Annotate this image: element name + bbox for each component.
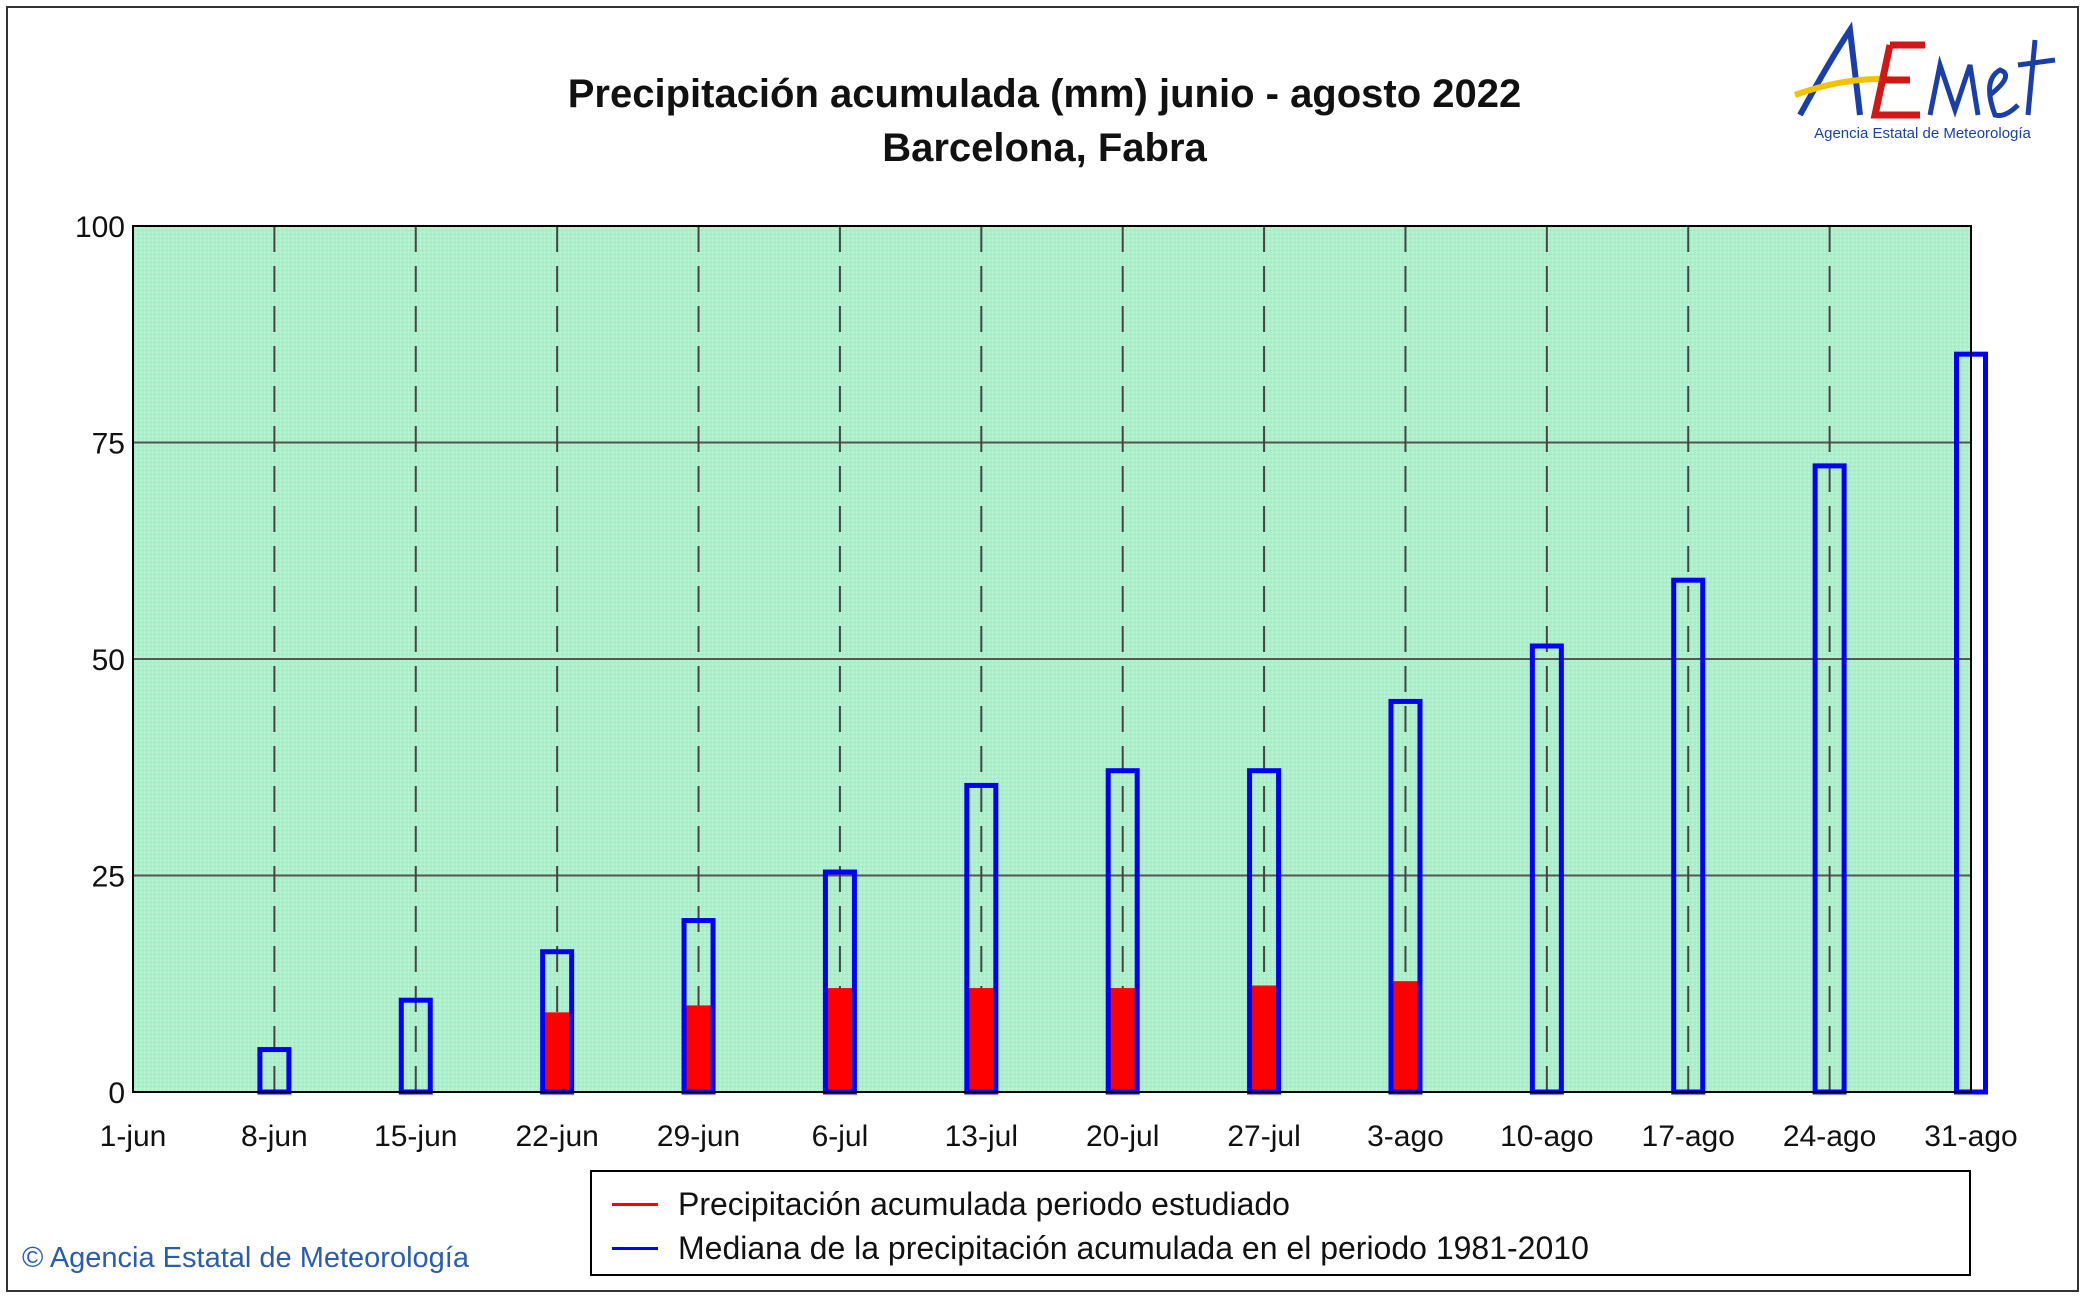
observed-bar <box>1390 981 1420 1092</box>
x-tick-label: 8-jun <box>241 1120 308 1153</box>
x-tick-label: 6-jul <box>812 1120 869 1153</box>
observed-bar <box>1108 988 1138 1092</box>
aemet-logo <box>1790 20 2070 150</box>
legend-label: Mediana de la precipitación acumulada en… <box>678 1229 1589 1266</box>
x-tick-label: 24-ago <box>1783 1120 1876 1153</box>
copyright-text: © Agencia Estatal de Meteorología <box>22 1242 469 1274</box>
logo-subtext: Agencia Estatal de Meteorología <box>1814 125 2031 142</box>
legend-item-observed: Precipitación acumulada periodo estudiad… <box>612 1184 1290 1224</box>
observed-bar <box>1249 985 1279 1092</box>
chart-frame <box>6 6 2079 1292</box>
x-tick-label: 13-jul <box>945 1120 1018 1153</box>
chart-subtitle: Barcelona, Fabra <box>882 126 1207 170</box>
x-tick-label: 3-ago <box>1367 1120 1444 1153</box>
y-tick-label: 25 <box>92 861 125 894</box>
legend: Precipitación acumulada periodo estudiad… <box>590 1170 1971 1276</box>
legend-swatch-red <box>612 1202 658 1206</box>
x-tick-label: 29-jun <box>657 1120 740 1153</box>
x-tick-label: 20-jul <box>1086 1120 1159 1153</box>
chart-title: Precipitación acumulada (mm) junio - ago… <box>567 72 1522 116</box>
y-tick-label: 0 <box>108 1077 125 1110</box>
plot-border <box>132 225 1972 1093</box>
x-tick-label: 1-jun <box>100 1120 167 1153</box>
observed-bar <box>966 988 996 1092</box>
legend-label: Precipitación acumulada periodo estudiad… <box>678 1185 1290 1222</box>
x-tick-label: 17-ago <box>1642 1120 1735 1153</box>
x-tick-label: 31-ago <box>1924 1120 2017 1153</box>
observed-bar <box>542 1012 572 1092</box>
y-tick-label: 100 <box>75 211 125 244</box>
x-tick-label: 15-jun <box>374 1120 457 1153</box>
observed-bar <box>825 988 855 1092</box>
x-tick-label: 22-jun <box>515 1120 598 1153</box>
legend-item-median: Mediana de la precipitación acumulada en… <box>612 1228 1589 1268</box>
observed-bar <box>684 1005 714 1092</box>
x-tick-label: 10-ago <box>1500 1120 1593 1153</box>
legend-swatch-blue <box>612 1246 658 1250</box>
y-tick-label: 75 <box>92 428 125 461</box>
y-tick-label: 50 <box>92 644 125 677</box>
x-tick-label: 27-jul <box>1227 1120 1300 1153</box>
